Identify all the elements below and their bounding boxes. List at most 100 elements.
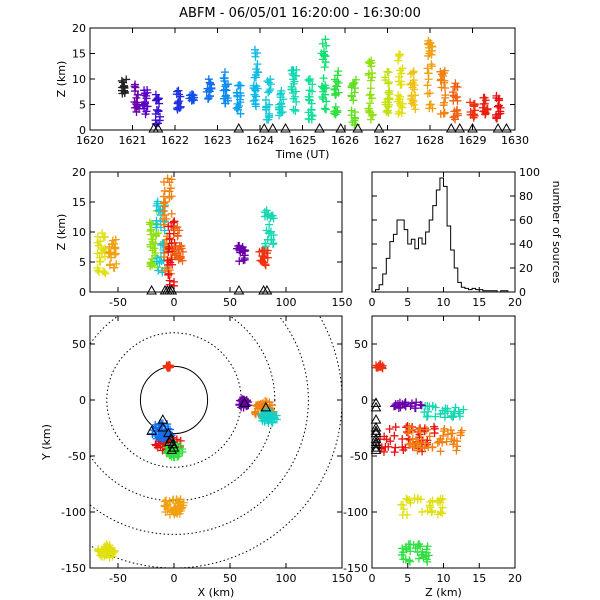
source-marker bbox=[398, 103, 407, 112]
source-marker bbox=[334, 79, 343, 88]
source-marker bbox=[167, 506, 176, 515]
source-marker bbox=[427, 508, 436, 517]
source-marker bbox=[139, 100, 148, 109]
y-tick-label: 50 bbox=[72, 338, 86, 351]
source-marker bbox=[289, 75, 298, 84]
source-marker bbox=[436, 109, 445, 118]
source-marker bbox=[265, 220, 274, 229]
source-marker bbox=[417, 401, 426, 410]
source-marker bbox=[483, 104, 492, 113]
source-marker bbox=[492, 114, 501, 123]
station-marker bbox=[267, 122, 279, 133]
source-marker bbox=[430, 422, 439, 431]
source-marker bbox=[278, 107, 287, 116]
source-marker bbox=[396, 403, 405, 412]
source-marker bbox=[263, 77, 272, 86]
source-marker bbox=[391, 423, 400, 432]
source-marker bbox=[141, 110, 150, 119]
station-marker bbox=[370, 436, 382, 447]
y-tick-label: -150 bbox=[61, 562, 86, 575]
source-marker bbox=[448, 88, 457, 97]
source-marker bbox=[390, 431, 399, 440]
source-marker bbox=[433, 510, 442, 519]
y-tick-label: 40 bbox=[519, 238, 533, 251]
y-tick-label: -100 bbox=[343, 506, 368, 519]
source-marker bbox=[441, 91, 450, 100]
source-marker bbox=[333, 71, 342, 80]
source-marker bbox=[366, 108, 375, 117]
source-marker bbox=[414, 554, 423, 563]
source-marker bbox=[130, 98, 139, 107]
source-marker bbox=[162, 214, 171, 223]
source-marker bbox=[221, 92, 230, 101]
source-marker bbox=[174, 86, 183, 95]
source-marker bbox=[450, 407, 459, 416]
source-marker bbox=[397, 69, 406, 78]
x-tick-label: 1627 bbox=[374, 134, 402, 147]
source-marker bbox=[166, 184, 175, 193]
source-marker bbox=[406, 547, 415, 556]
source-marker bbox=[287, 85, 296, 94]
source-marker bbox=[107, 240, 116, 249]
station-marker bbox=[157, 414, 169, 424]
source-marker bbox=[177, 241, 186, 250]
source-marker bbox=[112, 259, 121, 268]
source-marker bbox=[406, 540, 415, 549]
source-marker bbox=[170, 242, 179, 251]
y-axis-label: Z (km) bbox=[55, 214, 68, 251]
source-marker bbox=[411, 105, 420, 114]
source-marker bbox=[451, 403, 460, 412]
source-marker bbox=[291, 87, 300, 96]
station-marker bbox=[146, 284, 157, 295]
source-marker bbox=[449, 412, 458, 421]
source-marker bbox=[440, 66, 449, 75]
source-marker bbox=[165, 510, 174, 519]
source-marker bbox=[188, 90, 197, 99]
source-marker bbox=[235, 257, 244, 266]
source-marker bbox=[170, 277, 179, 286]
source-marker bbox=[470, 100, 479, 109]
histogram-line bbox=[372, 177, 515, 293]
source-marker bbox=[436, 447, 445, 456]
source-marker bbox=[253, 60, 262, 69]
station-marker bbox=[352, 122, 364, 133]
station-marker bbox=[233, 284, 245, 295]
source-marker bbox=[451, 79, 460, 88]
source-marker bbox=[390, 448, 399, 457]
x-tick-label: -50 bbox=[109, 572, 127, 585]
y-tick-label: 0 bbox=[519, 286, 526, 299]
y-tick-label: 0 bbox=[79, 286, 86, 299]
source-marker bbox=[132, 107, 141, 116]
source-marker bbox=[496, 107, 505, 116]
time-height-panel: 1620 1621 1622 1623 1624 1625 1626 1627 1628 1629… bbox=[55, 22, 529, 161]
source-marker bbox=[161, 507, 170, 516]
station-marker bbox=[373, 122, 385, 133]
source-marker bbox=[366, 90, 375, 99]
station-marker bbox=[445, 122, 457, 133]
x-tick-label: 1630 bbox=[501, 134, 529, 147]
source-marker bbox=[171, 249, 180, 258]
source-marker bbox=[165, 178, 174, 187]
source-marker bbox=[174, 452, 183, 461]
source-marker bbox=[427, 50, 436, 59]
source-marker bbox=[150, 244, 159, 253]
y-tick-label: 15 bbox=[72, 48, 86, 61]
x-tick-label: 1625 bbox=[289, 134, 317, 147]
source-marker bbox=[376, 362, 385, 371]
station-marker bbox=[370, 421, 382, 432]
source-marker bbox=[427, 60, 436, 69]
source-marker bbox=[422, 412, 431, 421]
source-marker bbox=[350, 113, 359, 122]
source-marker bbox=[404, 429, 413, 438]
source-marker bbox=[266, 85, 275, 94]
source-marker bbox=[493, 102, 502, 111]
source-marker bbox=[403, 421, 412, 430]
y-tick-label: 10 bbox=[72, 73, 86, 86]
source-marker bbox=[146, 258, 155, 267]
source-marker bbox=[382, 107, 391, 116]
x-tick-label: 5 bbox=[404, 296, 411, 309]
source-marker bbox=[308, 80, 317, 89]
source-marker bbox=[321, 35, 330, 44]
